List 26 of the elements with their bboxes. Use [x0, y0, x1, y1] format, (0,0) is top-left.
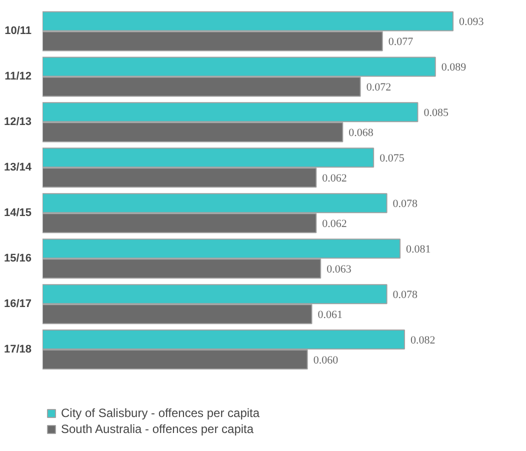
data-label: 0.075	[380, 152, 405, 165]
data-label: 0.078	[392, 198, 418, 210]
data-label: 0.085	[424, 107, 449, 120]
legend-label: City of Salisbury - offences per capita	[61, 406, 260, 420]
y-tick-label: 11/12	[4, 70, 32, 83]
data-label: 0.078	[392, 289, 418, 302]
data-label: 0.062	[322, 218, 347, 230]
y-tick-label: 16/17	[4, 298, 32, 310]
data-label: 0.063	[326, 264, 352, 276]
y-tick-label: 10/11	[4, 25, 32, 38]
data-label: 0.077	[388, 36, 414, 48]
legend-label: South Australia - offences per capita	[61, 422, 254, 436]
data-label: 0.089	[441, 62, 467, 74]
y-tick-label: 12/13	[4, 116, 32, 128]
data-label: 0.082	[410, 334, 436, 347]
data-label: 0.062	[322, 172, 347, 185]
data-label: 0.061	[318, 309, 343, 322]
y-tick-label: 14/15	[4, 207, 32, 220]
data-label: 0.093	[459, 16, 484, 28]
data-label: 0.060	[313, 354, 339, 367]
data-label: 0.081	[406, 244, 431, 256]
data-label: 0.068	[348, 127, 374, 140]
y-tick-label: 17/18	[4, 344, 32, 356]
data-label: 0.072	[366, 82, 392, 94]
y-tick-label: 13/14	[4, 162, 32, 174]
y-tick-label: 15/16	[4, 252, 32, 265]
